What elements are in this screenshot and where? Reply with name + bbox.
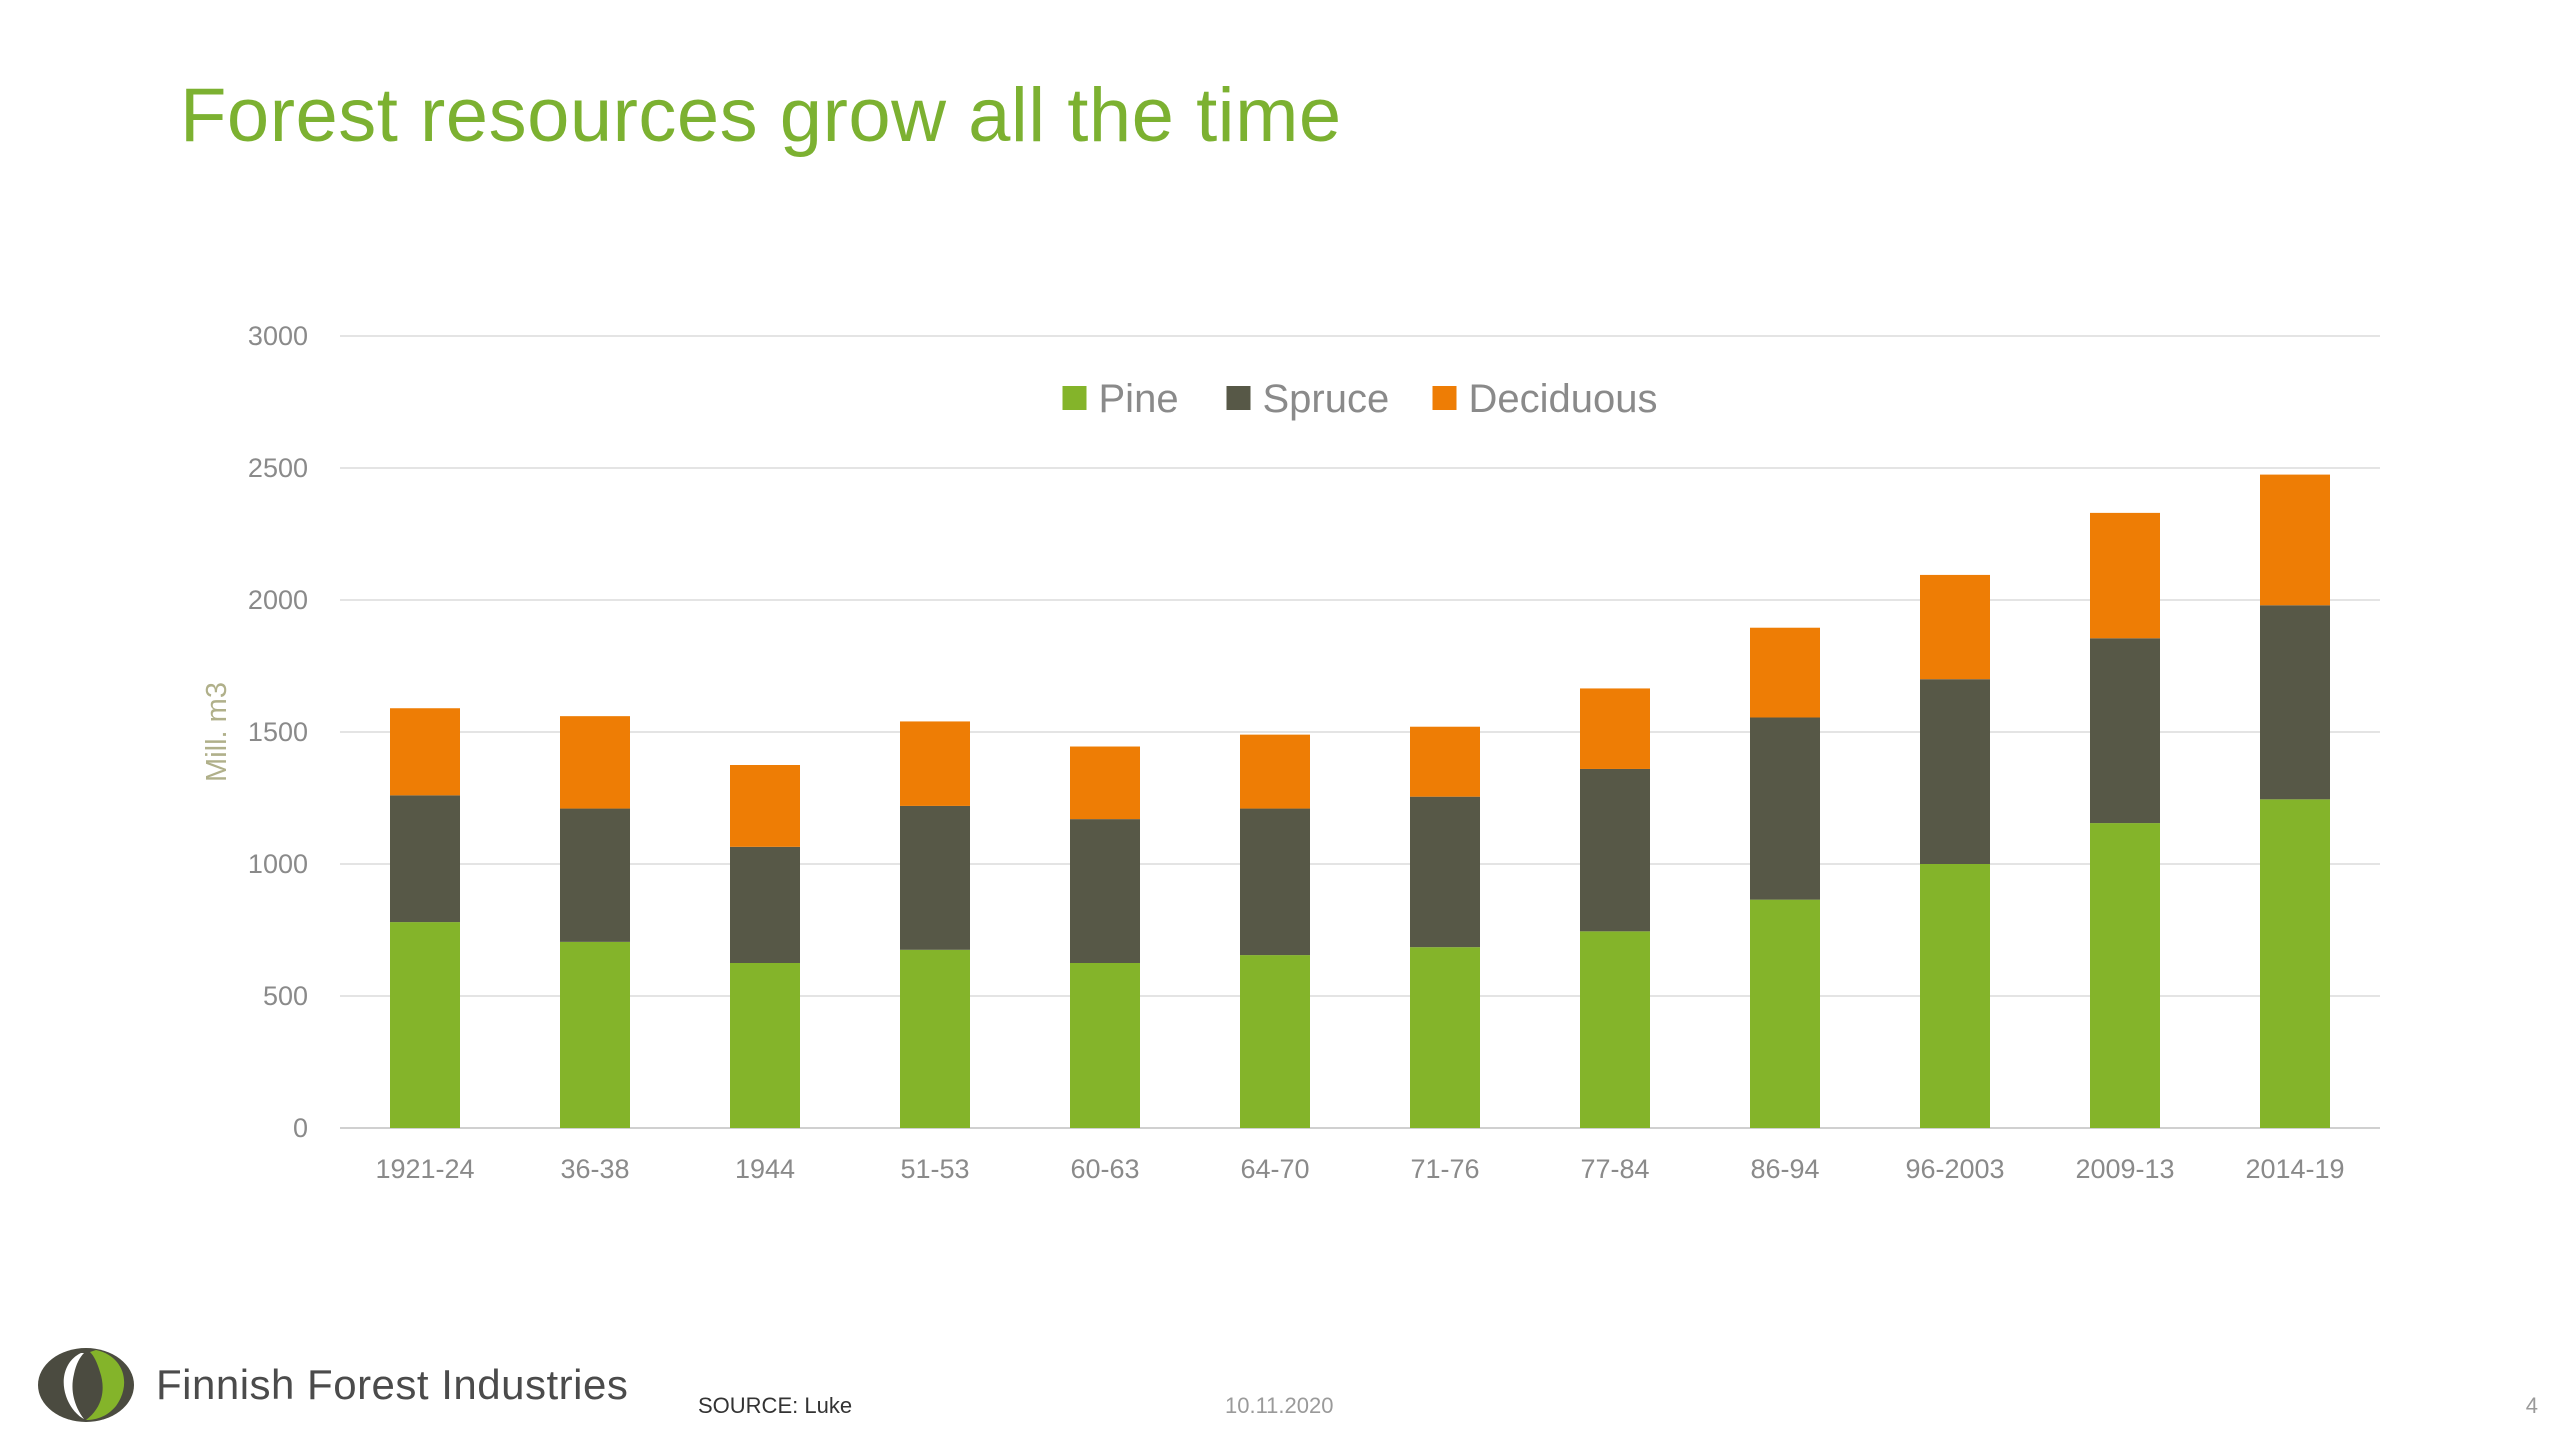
x-tick-label: 51-53: [900, 1154, 969, 1184]
legend-swatch-pine: [1062, 386, 1087, 410]
x-tick-label: 77-84: [1580, 1154, 1649, 1184]
legend: Pine Spruce Deciduous: [1062, 377, 1658, 421]
bar-deciduous-2014-19: [2260, 474, 2330, 606]
y-tick-label: 500: [263, 981, 308, 1011]
bar-spruce-64-70: [1240, 808, 1310, 956]
slide-date: 10.11.2020: [1225, 1393, 1334, 1418]
bar-deciduous-71-76: [1410, 726, 1480, 797]
x-tick-label: 64-70: [1240, 1154, 1309, 1184]
bar-spruce-2014-19: [2260, 605, 2330, 800]
x-tick-label: 86-94: [1750, 1154, 1819, 1184]
bars: [390, 474, 2330, 1128]
bar-deciduous-64-70: [1240, 734, 1310, 809]
y-axis-title: Mill. m3: [201, 682, 233, 782]
bar-spruce-36-38: [560, 808, 630, 942]
bar-pine-1921-24: [390, 922, 460, 1128]
bar-pine-2014-19: [2260, 799, 2330, 1128]
bar-deciduous-96-2003: [1920, 574, 1990, 680]
bar-spruce-51-53: [900, 805, 970, 950]
bar-deciduous-51-53: [900, 721, 970, 806]
bar-deciduous-1921-24: [390, 708, 460, 796]
x-tick-label: 60-63: [1070, 1154, 1139, 1184]
bar-spruce-77-84: [1580, 768, 1650, 932]
bar-pine-64-70: [1240, 955, 1310, 1128]
bar-deciduous-86-94: [1750, 627, 1820, 718]
bar-pine-96-2003: [1920, 864, 1990, 1128]
bar-pine-71-76: [1410, 947, 1480, 1128]
bar-spruce-1921-24: [390, 795, 460, 923]
x-tick-label: 96-2003: [1905, 1154, 2004, 1184]
x-tick-label: 36-38: [560, 1154, 629, 1184]
company-logo-icon: [38, 1348, 134, 1422]
bar-spruce-1944: [730, 846, 800, 963]
legend-swatch-spruce: [1226, 386, 1251, 410]
bar-deciduous-2009-13: [2090, 512, 2160, 639]
x-tick-label: 1944: [735, 1154, 795, 1184]
bar-deciduous-36-38: [560, 716, 630, 809]
y-tick-label: 1500: [248, 717, 308, 747]
bar-pine-86-94: [1750, 899, 1820, 1128]
bar-pine-1944: [730, 963, 800, 1128]
bar-spruce-86-94: [1750, 717, 1820, 900]
bar-pine-2009-13: [2090, 823, 2160, 1128]
bar-spruce-71-76: [1410, 796, 1480, 948]
slide-title: Forest resources grow all the time: [180, 73, 1342, 158]
x-axis-ticks: 1921-24 36-38 1944 51-53 60-63 64-70 71-76 77-8…: [375, 1154, 2344, 1184]
x-tick-label: 71-76: [1410, 1154, 1479, 1184]
legend-swatch-deciduous: [1432, 386, 1457, 410]
bar-deciduous-1944: [730, 765, 800, 847]
page-number: 4: [2525, 1393, 2538, 1418]
source-note: SOURCE: Luke: [698, 1393, 853, 1418]
bar-spruce-60-63: [1070, 819, 1140, 963]
legend-label-deciduous: Deciduous: [1469, 377, 1658, 421]
bar-pine-36-38: [560, 941, 630, 1128]
legend-label-pine: Pine: [1099, 377, 1179, 421]
footer-brand: Finnish Forest Industries: [36, 1340, 628, 1430]
bar-deciduous-77-84: [1580, 688, 1650, 769]
y-tick-label: 1000: [248, 849, 308, 879]
bar-pine-51-53: [900, 949, 970, 1128]
y-tick-label: 0: [293, 1113, 308, 1143]
x-tick-label: 2014-19: [2245, 1154, 2344, 1184]
bar-pine-77-84: [1580, 931, 1650, 1128]
bar-deciduous-60-63: [1070, 746, 1140, 820]
y-tick-label: 2500: [248, 453, 308, 483]
brand-name: Finnish Forest Industries: [156, 1361, 629, 1408]
bar-spruce-96-2003: [1920, 679, 1990, 864]
y-axis-ticks: 0 500 1000 1500 2000 2500 3000: [248, 321, 308, 1143]
gridlines: [340, 335, 2380, 1129]
legend-label-spruce: Spruce: [1263, 377, 1390, 421]
bar-pine-60-63: [1070, 963, 1140, 1128]
x-tick-label: 2009-13: [2075, 1154, 2174, 1184]
bar-spruce-2009-13: [2090, 638, 2160, 824]
y-tick-label: 2000: [248, 585, 308, 615]
x-tick-label: 1921-24: [375, 1154, 474, 1184]
y-tick-label: 3000: [248, 321, 308, 351]
